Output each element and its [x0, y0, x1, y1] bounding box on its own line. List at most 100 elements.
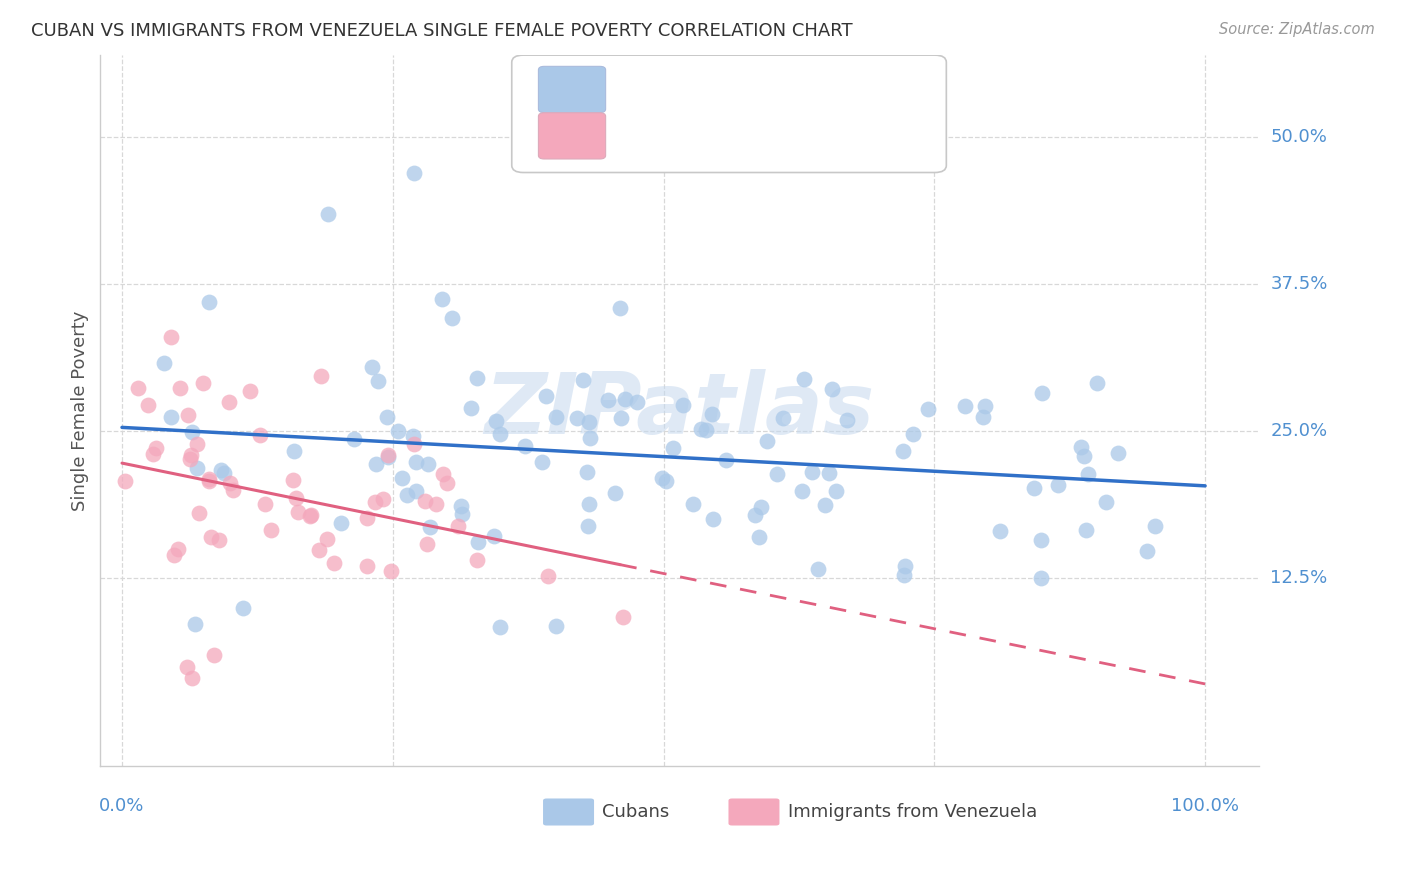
- Point: [1107, 446, 1129, 460]
- Point: [714, 452, 737, 467]
- Point: [356, 558, 378, 573]
- Text: Cubans: Cubans: [602, 803, 669, 821]
- Point: [894, 558, 917, 573]
- Point: [489, 426, 512, 441]
- Point: [218, 475, 240, 490]
- Point: [356, 510, 378, 524]
- Point: [367, 375, 389, 389]
- Point: [1024, 481, 1046, 495]
- Point: [672, 398, 695, 412]
- Point: [167, 542, 190, 557]
- Point: [425, 497, 447, 511]
- Point: [537, 569, 560, 583]
- Point: [254, 497, 277, 511]
- Point: [465, 371, 488, 385]
- Point: [197, 472, 219, 486]
- Point: [596, 393, 619, 408]
- Point: [239, 384, 262, 398]
- Text: 100.0%: 100.0%: [1171, 797, 1239, 815]
- Text: 25.0%: 25.0%: [1271, 423, 1327, 441]
- Point: [662, 441, 685, 455]
- Point: [181, 671, 204, 685]
- Point: [1047, 478, 1070, 492]
- Point: [202, 648, 225, 662]
- Point: [153, 356, 176, 370]
- Text: 12.5%: 12.5%: [1271, 569, 1327, 587]
- Point: [430, 293, 453, 307]
- Point: [817, 466, 839, 480]
- Point: [169, 381, 191, 395]
- Point: [484, 414, 506, 428]
- Point: [603, 486, 626, 500]
- Point: [837, 413, 859, 427]
- Point: [534, 389, 557, 403]
- Point: [807, 562, 830, 576]
- Point: [825, 483, 848, 498]
- Point: [330, 516, 353, 531]
- Text: Source: ZipAtlas.com: Source: ZipAtlas.com: [1219, 22, 1375, 37]
- Point: [578, 415, 600, 429]
- Point: [576, 519, 599, 533]
- Point: [405, 455, 427, 469]
- Point: [748, 530, 770, 544]
- Point: [465, 553, 488, 567]
- Point: [260, 523, 283, 537]
- Point: [446, 519, 468, 533]
- Point: [766, 467, 789, 481]
- Point: [366, 457, 388, 471]
- Point: [380, 565, 402, 579]
- Point: [184, 616, 207, 631]
- Point: [212, 466, 235, 480]
- Point: [654, 474, 676, 488]
- Point: [626, 395, 648, 409]
- Point: [609, 411, 631, 425]
- Point: [613, 392, 636, 407]
- Point: [1144, 518, 1167, 533]
- Point: [404, 166, 426, 180]
- Point: [1074, 523, 1097, 537]
- Point: [404, 437, 426, 451]
- Point: [1031, 386, 1053, 401]
- Point: [814, 498, 837, 512]
- Point: [299, 508, 322, 522]
- Text: 37.5%: 37.5%: [1271, 276, 1327, 293]
- Point: [578, 497, 600, 511]
- Point: [193, 376, 215, 391]
- Text: R = -0.204   N =  54: R = -0.204 N = 54: [614, 127, 818, 145]
- Point: [450, 499, 472, 513]
- Point: [436, 475, 458, 490]
- Point: [232, 601, 254, 615]
- Point: [416, 457, 439, 471]
- Point: [405, 483, 427, 498]
- Point: [790, 484, 813, 499]
- Point: [1095, 495, 1118, 509]
- Point: [127, 381, 149, 395]
- Point: [441, 311, 464, 326]
- Point: [801, 465, 824, 479]
- Point: [200, 529, 222, 543]
- Text: 0.0%: 0.0%: [100, 797, 145, 815]
- Point: [316, 207, 339, 221]
- Point: [689, 422, 711, 436]
- Point: [188, 506, 211, 520]
- Point: [1136, 543, 1159, 558]
- Point: [772, 411, 794, 425]
- Point: [1031, 571, 1053, 585]
- Point: [343, 432, 366, 446]
- Point: [702, 512, 724, 526]
- Point: [972, 410, 994, 425]
- Point: [416, 537, 439, 551]
- Point: [544, 409, 567, 424]
- Point: [1085, 376, 1108, 391]
- Point: [576, 465, 599, 479]
- Point: [308, 542, 330, 557]
- Point: [515, 439, 537, 453]
- Point: [544, 619, 567, 633]
- Point: [567, 410, 589, 425]
- Point: [159, 330, 181, 344]
- Point: [287, 505, 309, 519]
- Point: [396, 488, 419, 502]
- Text: 50.0%: 50.0%: [1271, 128, 1327, 146]
- Point: [299, 508, 322, 523]
- Point: [530, 455, 553, 469]
